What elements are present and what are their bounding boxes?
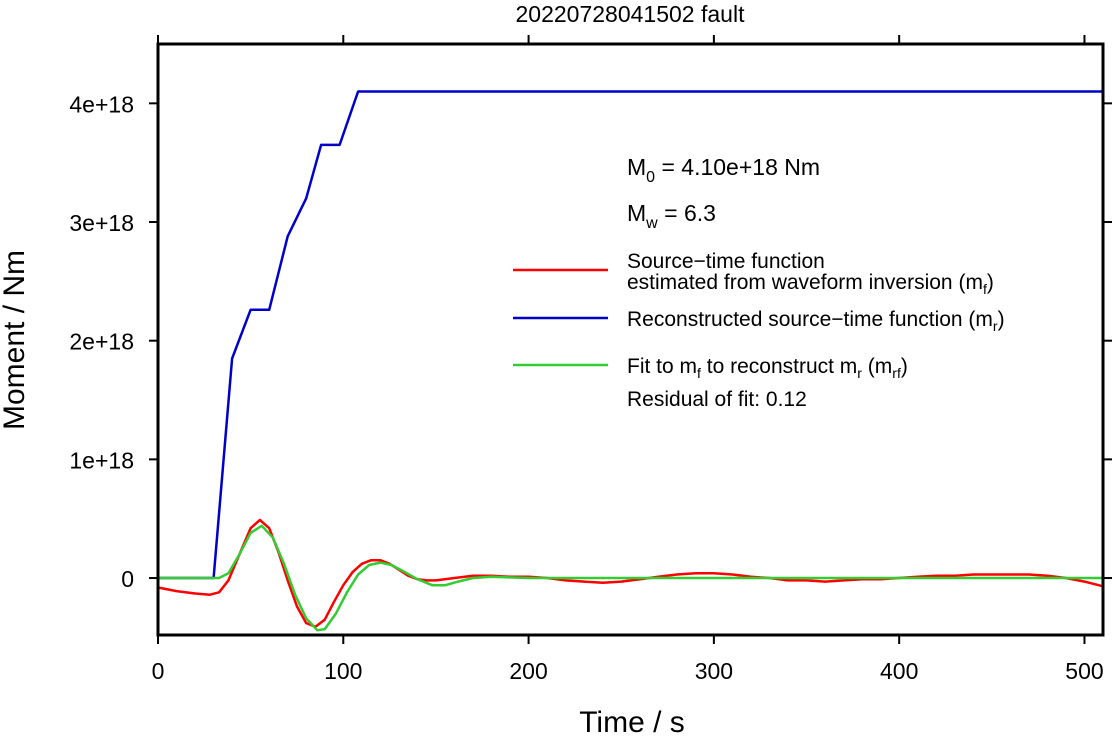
legend-entry-stf-line1: Source−time function (627, 250, 825, 273)
plot-frame (156, 42, 1105, 637)
x-tick-label: 500 (1065, 658, 1103, 684)
mw-annotation: Mw = 6.3 (627, 200, 716, 232)
series-lines (157, 90, 1104, 632)
chart-title: 20220728041502 fault (516, 1, 746, 27)
y-tick-label: 3e+18 (69, 210, 134, 236)
y-tick-label: 1e+18 (69, 447, 134, 473)
y-tick-label: 4e+18 (69, 91, 134, 117)
legend: Source−time function estimated from wave… (513, 250, 1005, 411)
residual-annotation: Residual of fit: 0.12 (627, 388, 807, 411)
series-reconstructed-line (158, 90, 1103, 580)
x-tick-label: 100 (324, 658, 362, 684)
legend-entry-reconstructed: Reconstructed source−time function (mr) (627, 308, 1005, 334)
y-tick-label: 0 (121, 566, 134, 592)
x-axis-label: Time / s (579, 706, 685, 736)
series-estimated-stf-line (157, 518, 1104, 628)
y-tick-label: 2e+18 (69, 329, 134, 355)
x-axis: 0 100 200 300 400 500 (152, 35, 1104, 684)
legend-entry-stf-line2: estimated from waveform inversion (mf) (627, 271, 994, 297)
x-tick-label: 200 (509, 658, 547, 684)
y-axis: 0 1e+18 2e+18 3e+18 4e+18 (69, 91, 1112, 592)
series-fit-line (158, 524, 1103, 632)
legend-entry-fit: Fit to mf to reconstruct mr (mrf) (627, 355, 908, 381)
x-tick-label: 0 (152, 658, 165, 684)
m0-annotation: M0 = 4.10e+18 Nm (627, 154, 820, 186)
y-axis-label: Moment / Nm (0, 250, 31, 430)
x-tick-label: 300 (695, 658, 733, 684)
x-tick-label: 400 (880, 658, 918, 684)
